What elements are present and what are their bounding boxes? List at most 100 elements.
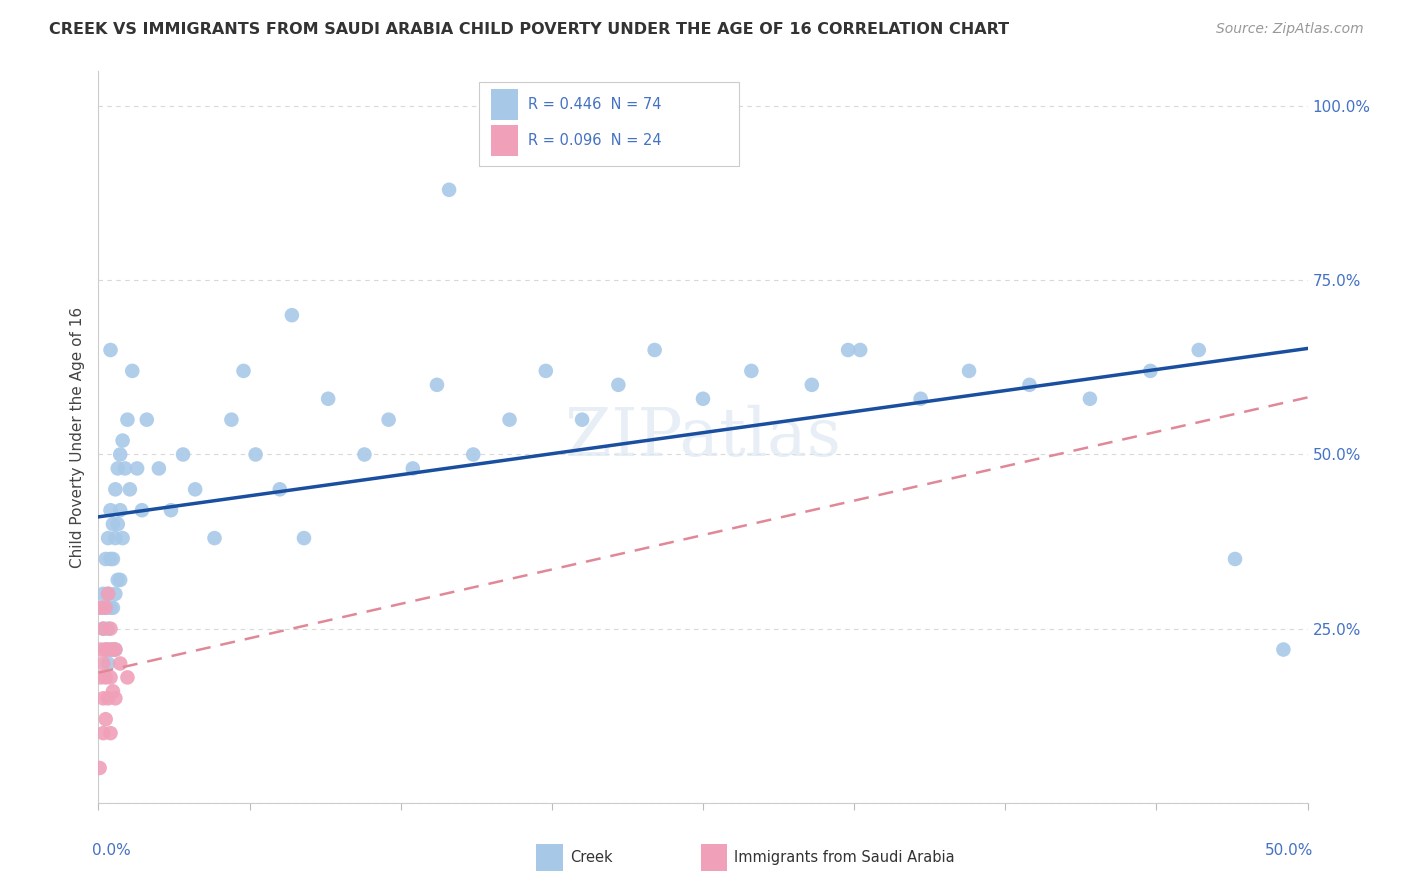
Point bbox=[100, 642, 122, 657]
Point bbox=[107, 573, 129, 587]
Point bbox=[91, 587, 114, 601]
Point bbox=[94, 712, 117, 726]
Point bbox=[90, 642, 112, 657]
Bar bbox=[492, 89, 517, 120]
Point bbox=[101, 600, 124, 615]
Text: Source: ZipAtlas.com: Source: ZipAtlas.com bbox=[1216, 22, 1364, 37]
Point bbox=[100, 503, 122, 517]
Point bbox=[104, 587, 127, 601]
Point bbox=[1223, 552, 1246, 566]
Point bbox=[90, 600, 112, 615]
Point bbox=[108, 657, 131, 671]
Point bbox=[377, 412, 399, 426]
Point bbox=[94, 642, 117, 657]
Bar bbox=[479, 82, 740, 167]
Point bbox=[131, 503, 153, 517]
Point bbox=[97, 657, 120, 671]
Text: 50.0%: 50.0% bbox=[1265, 843, 1313, 858]
Point bbox=[101, 642, 124, 657]
Point bbox=[1018, 377, 1040, 392]
Y-axis label: Child Poverty Under the Age of 16: Child Poverty Under the Age of 16 bbox=[70, 307, 86, 567]
Point bbox=[94, 642, 117, 657]
Text: CREEK VS IMMIGRANTS FROM SAUDI ARABIA CHILD POVERTY UNDER THE AGE OF 16 CORRELAT: CREEK VS IMMIGRANTS FROM SAUDI ARABIA CH… bbox=[49, 22, 1010, 37]
Point bbox=[97, 642, 120, 657]
Point bbox=[91, 657, 114, 671]
Point bbox=[101, 517, 124, 532]
Point bbox=[437, 183, 460, 197]
Point bbox=[97, 691, 120, 706]
Point bbox=[172, 448, 194, 462]
Text: Immigrants from Saudi Arabia: Immigrants from Saudi Arabia bbox=[734, 850, 955, 865]
Point bbox=[90, 670, 112, 684]
Point bbox=[269, 483, 291, 497]
Point bbox=[740, 364, 762, 378]
Point bbox=[607, 377, 630, 392]
Point bbox=[135, 412, 157, 426]
Point bbox=[97, 622, 120, 636]
Point bbox=[160, 503, 183, 517]
Point bbox=[316, 392, 339, 406]
Point bbox=[108, 448, 131, 462]
Point bbox=[117, 670, 139, 684]
Point bbox=[463, 448, 485, 462]
Bar bbox=[536, 845, 562, 871]
Point bbox=[104, 483, 127, 497]
Point bbox=[100, 670, 122, 684]
Point bbox=[1272, 642, 1295, 657]
Point bbox=[108, 503, 131, 517]
Point bbox=[221, 412, 243, 426]
Point bbox=[94, 600, 117, 615]
Point bbox=[498, 412, 520, 426]
Point bbox=[104, 531, 127, 545]
Point bbox=[1139, 364, 1161, 378]
Point bbox=[91, 622, 114, 636]
Point bbox=[97, 531, 120, 545]
Point bbox=[957, 364, 980, 378]
Point bbox=[91, 622, 114, 636]
Point bbox=[101, 642, 124, 657]
Point bbox=[111, 531, 134, 545]
Point bbox=[94, 670, 117, 684]
Point bbox=[94, 600, 117, 615]
Point bbox=[353, 448, 375, 462]
Point bbox=[107, 517, 129, 532]
Point bbox=[837, 343, 859, 357]
Text: R = 0.446  N = 74: R = 0.446 N = 74 bbox=[527, 96, 661, 112]
Point bbox=[100, 600, 122, 615]
Point bbox=[1078, 392, 1101, 406]
Point bbox=[292, 531, 315, 545]
Point bbox=[104, 642, 127, 657]
Point bbox=[117, 412, 139, 426]
Point bbox=[91, 691, 114, 706]
Point bbox=[114, 461, 136, 475]
Point bbox=[100, 726, 122, 740]
Point bbox=[281, 308, 304, 322]
Point bbox=[118, 483, 141, 497]
Point bbox=[910, 392, 932, 406]
Text: Creek: Creek bbox=[569, 850, 613, 865]
Point bbox=[94, 552, 117, 566]
Point bbox=[644, 343, 666, 357]
Point bbox=[89, 761, 111, 775]
Point bbox=[100, 552, 122, 566]
Point bbox=[534, 364, 557, 378]
Point bbox=[108, 573, 131, 587]
Point bbox=[184, 483, 207, 497]
Point bbox=[426, 377, 449, 392]
Point bbox=[104, 642, 127, 657]
Bar bbox=[492, 126, 517, 156]
Point bbox=[100, 343, 122, 357]
Point bbox=[100, 622, 122, 636]
Point bbox=[101, 684, 124, 698]
Point bbox=[97, 587, 120, 601]
Point bbox=[204, 531, 226, 545]
Text: 0.0%: 0.0% bbox=[93, 843, 131, 858]
Point bbox=[402, 461, 425, 475]
Point bbox=[245, 448, 267, 462]
Point bbox=[571, 412, 593, 426]
Point bbox=[90, 600, 112, 615]
Point bbox=[849, 343, 872, 357]
Text: ZIPatlas: ZIPatlas bbox=[565, 404, 841, 470]
Point bbox=[101, 552, 124, 566]
Point bbox=[107, 461, 129, 475]
